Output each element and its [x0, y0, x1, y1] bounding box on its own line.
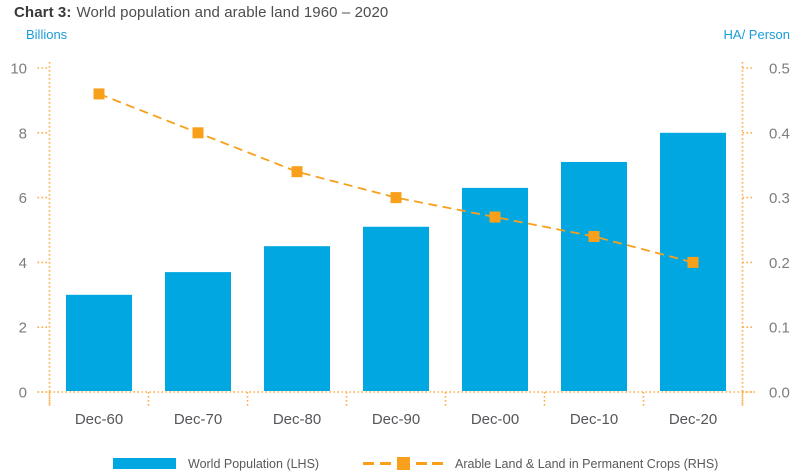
right-axis-tick-label: 0.5: [769, 61, 790, 78]
x-axis-category-label: Dec-10: [570, 411, 618, 428]
arable-marker: [489, 211, 501, 223]
population-bar: [363, 226, 429, 391]
legend-population-label: World Population (LHS): [188, 457, 320, 471]
x-axis-category-label: Dec-20: [669, 411, 717, 428]
legend-arable-dash-icon: [416, 462, 427, 465]
left-axis-tick-label: 0: [19, 385, 27, 402]
x-axis-category-label: Dec-90: [372, 411, 420, 428]
right-axis-tick-label: 0.3: [769, 190, 790, 207]
left-axis-tick-label: 6: [19, 190, 27, 207]
right-axis-tick-label: 0.2: [769, 255, 790, 272]
legend-arable-dash-icon: [432, 462, 443, 465]
x-axis-category-label: Dec-80: [273, 411, 321, 428]
arable-marker: [390, 192, 402, 204]
arable-marker: [687, 256, 699, 268]
x-axis-category-label: Dec-70: [174, 411, 222, 428]
population-bar: [66, 294, 132, 391]
population-bar: [561, 161, 627, 391]
x-axis-category-label: Dec-60: [75, 411, 123, 428]
chart-title-prefix: Chart 3:: [14, 4, 72, 21]
right-axis-tick-label: 0.4: [769, 125, 790, 142]
left-axis-tick-label: 2: [19, 320, 27, 337]
population-bar: [165, 272, 231, 391]
legend-arable-marker-icon: [397, 457, 410, 470]
legend: World Population (LHS) Arable Land & Lan…: [0, 452, 800, 476]
chart-title: Chart 3: World population and arable land…: [14, 4, 388, 21]
right-axis-tick-label: 0.0: [769, 385, 790, 402]
left-axis-tick-label: 4: [19, 255, 27, 272]
arable-marker: [192, 127, 204, 139]
arable-marker: [588, 230, 600, 242]
left-axis-tick-label: 8: [19, 125, 27, 142]
legend-arable-dash-icon: [363, 462, 374, 465]
left-axis-unit-label: Billions: [26, 27, 68, 42]
right-axis-unit-label: HA/ Person: [723, 27, 790, 42]
x-axis-category-label: Dec-00: [471, 411, 519, 428]
right-axis-tick-label: 0.1: [769, 320, 790, 337]
chart-canvas: 0 2 4 6 8 10 0.0 0.1 0.2 0.3 0.4 0.5 Dec-60 Dec-70 Dec…: [10, 61, 790, 429]
legend-arable-label: Arable Land & Land in Permanent Crops (R…: [455, 457, 719, 471]
arable-marker: [291, 166, 303, 178]
left-axis-tick-label: 10: [10, 61, 27, 78]
legend-arable-dash-icon: [380, 462, 391, 465]
chart-title-text: World population and arable land 1960 – …: [76, 4, 389, 21]
legend-population-swatch-icon: [113, 458, 176, 469]
arable-marker: [93, 88, 105, 100]
population-bar: [264, 246, 330, 391]
